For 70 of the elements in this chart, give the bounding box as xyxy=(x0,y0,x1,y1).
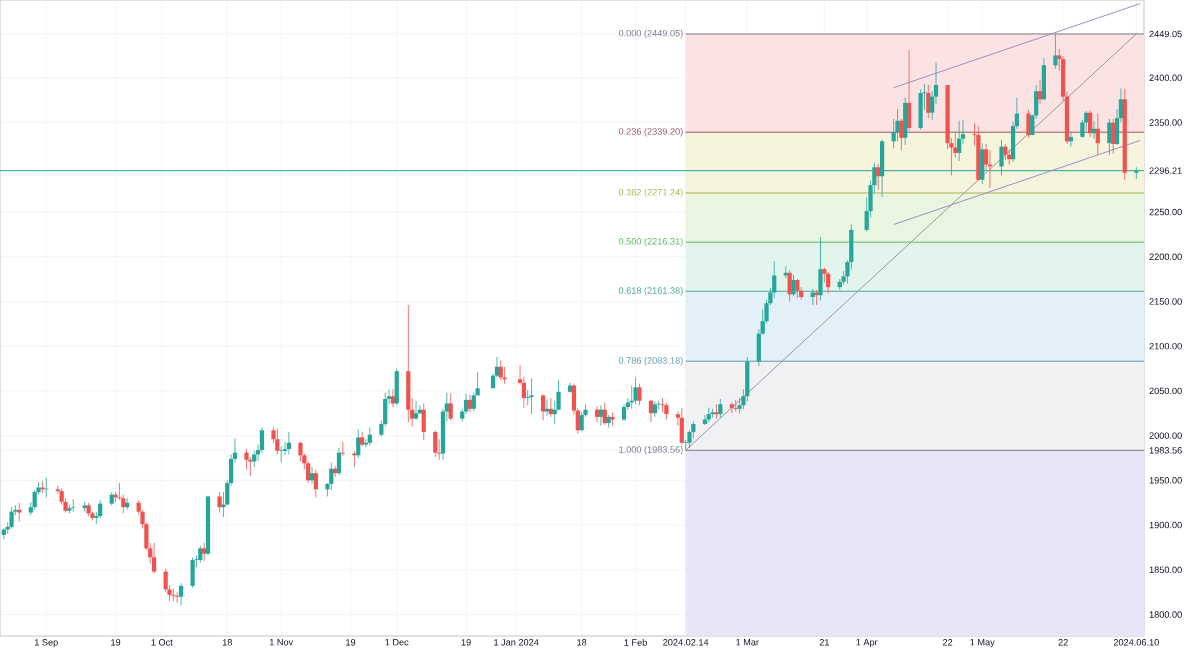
candlestick xyxy=(876,163,881,191)
candlestick xyxy=(899,118,904,151)
candlestick xyxy=(918,89,923,131)
candlestick xyxy=(437,438,442,461)
candlestick xyxy=(976,125,981,182)
candlestick xyxy=(710,408,715,419)
candlestick xyxy=(471,392,476,412)
candlestick xyxy=(737,397,742,414)
candlestick xyxy=(957,120,962,162)
candlestick xyxy=(313,469,318,498)
candlestick xyxy=(340,441,345,457)
candlestick xyxy=(406,304,411,423)
candlestick xyxy=(818,236,823,301)
candlestick xyxy=(1037,79,1043,105)
candlestick xyxy=(745,356,750,403)
candlestick xyxy=(637,383,642,406)
candlestick xyxy=(1041,57,1046,101)
candlestick xyxy=(772,260,777,299)
candlestick xyxy=(421,403,426,441)
candlestick xyxy=(629,385,634,410)
candlestick xyxy=(71,498,76,513)
candlestick xyxy=(1107,118,1112,156)
candlestick xyxy=(1095,113,1100,156)
candlestick xyxy=(1087,109,1093,138)
candlestick xyxy=(467,394,473,413)
candlestick xyxy=(248,456,253,477)
candlestick xyxy=(714,403,719,420)
candlestick xyxy=(217,491,222,513)
candlestick xyxy=(906,49,912,131)
candlestick xyxy=(660,397,665,413)
candlestick xyxy=(298,441,303,462)
candlestick xyxy=(633,377,638,405)
candlestick xyxy=(336,447,342,476)
candlestick xyxy=(32,489,37,511)
candlestick xyxy=(171,588,176,602)
candlestick xyxy=(529,377,534,415)
candlestick xyxy=(329,462,334,491)
candlestick xyxy=(175,591,180,604)
candlestick xyxy=(244,448,249,471)
candlestick xyxy=(1111,118,1116,155)
candlestick xyxy=(178,582,184,606)
candlestick xyxy=(448,393,453,421)
candlestick xyxy=(306,461,311,484)
candlestick xyxy=(113,491,118,503)
candlestick xyxy=(903,97,908,146)
candlestick xyxy=(221,491,226,518)
candlestick xyxy=(356,428,361,459)
candlestick xyxy=(433,429,438,458)
candlestick xyxy=(895,108,900,142)
candlestick xyxy=(541,394,546,421)
candlestick xyxy=(594,405,600,423)
candlestick xyxy=(826,271,831,294)
candlestick xyxy=(729,402,734,414)
candlestick xyxy=(259,427,265,454)
candlestick xyxy=(17,502,22,522)
candlestick xyxy=(1084,110,1089,131)
candlestick xyxy=(413,400,419,420)
candlestick xyxy=(309,466,315,485)
candlestick xyxy=(9,506,14,530)
candlestick xyxy=(463,393,469,415)
candlestick xyxy=(190,556,195,589)
candlestick xyxy=(394,368,399,406)
candlestick xyxy=(151,542,157,574)
candlestick xyxy=(502,366,507,385)
candlestick xyxy=(718,398,723,419)
candlestick xyxy=(679,407,684,445)
candlestick xyxy=(579,411,584,432)
candlestick xyxy=(791,274,796,297)
candlestick xyxy=(598,404,604,427)
candlestick xyxy=(279,445,284,463)
